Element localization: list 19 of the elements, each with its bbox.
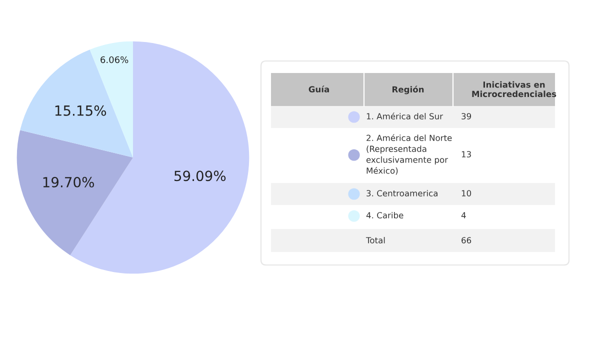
text: Iniciativas en Microcredenciales [472, 81, 556, 98]
data-label: 59.09% [174, 170, 226, 182]
legend-label: 2. América del Norte (Representada exclusivamente por México) [366, 134, 452, 175]
pie-slice [20, 50, 133, 158]
legend-label: 1. América del Sur [366, 112, 443, 120]
text: 10 [462, 190, 472, 196]
data-label: 19.70% [43, 176, 94, 188]
text: 66 [462, 237, 472, 244]
text: Región [392, 86, 424, 94]
text: 13 [462, 151, 471, 158]
data-label: 15.15% [55, 105, 106, 116]
legend-label: 4. Caribe [366, 212, 404, 218]
text: 4 [461, 212, 466, 218]
pie-slice [16, 130, 133, 256]
legend-title: Guía [308, 86, 329, 92]
text: Total [366, 236, 385, 244]
data-label: 6.06% [100, 56, 128, 64]
legend-label: 3. Centroamerica [366, 190, 438, 196]
text: 39 [462, 113, 472, 120]
